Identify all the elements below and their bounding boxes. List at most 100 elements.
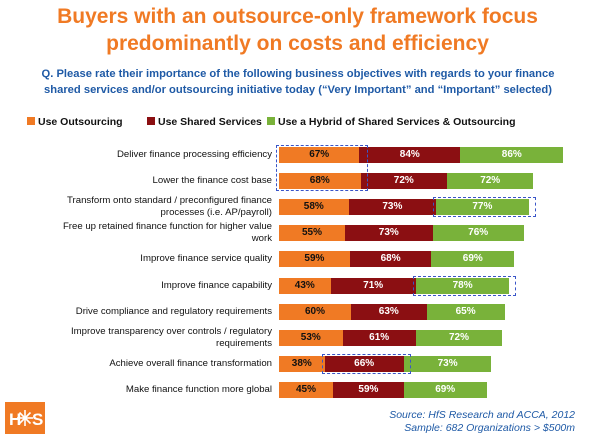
legend-swatch (27, 117, 35, 125)
bar-segment-use-outsourcing: 58% (279, 198, 349, 215)
bar-segment-use-outsourcing: 45% (279, 382, 333, 399)
bar-segment-use-shared-services: 59% (333, 382, 404, 399)
category-label-line: Improve transparency over controls / reg… (70, 325, 272, 337)
bar-segment-use-outsourcing: 38% (279, 356, 325, 373)
data-label: 73% (378, 227, 399, 239)
category-label: Improve finance service quality (2, 253, 272, 265)
data-label: 38% (291, 358, 312, 370)
category-label-line: Transform onto standard / preconfigured … (67, 194, 272, 206)
bar-segment-use-outsourcing: 55% (279, 225, 345, 242)
category-label-line: Deliver finance processing efficiency (117, 148, 272, 160)
starburst-icon (17, 410, 33, 426)
category-label-line: Improve finance service quality (140, 253, 272, 265)
logo-letter-h: H (9, 410, 21, 429)
category-label-line: processes (i.e. AP/payroll) (160, 206, 272, 218)
bar-segment-use-outsourcing: 60% (279, 303, 351, 320)
highlight-box (276, 144, 368, 191)
bar-segment-use-shared-services: 72% (360, 172, 447, 189)
highlight-box (433, 196, 536, 217)
bar-segment-use-shared-services: 84% (359, 146, 461, 163)
data-label: 73% (437, 358, 458, 370)
data-label: 60% (304, 305, 325, 317)
source-line-1: Source: HfS Research and ACCA, 2012 (389, 409, 575, 421)
data-label: 68% (309, 174, 330, 186)
title-line-1: Buyers with an outsource-only framework … (57, 5, 538, 28)
data-label: 84% (399, 148, 420, 160)
bar-segment-use-shared-services: 71% (330, 277, 416, 294)
data-label: 66% (354, 358, 375, 370)
category-label-line: Lower the finance cost base (152, 174, 272, 186)
data-label: 55% (301, 227, 322, 239)
chart-legend: Use Outsourcing Use Shared Services Use a … (27, 116, 587, 130)
legend-label: Use a Hybrid of Shared Services & Outsou… (278, 116, 516, 128)
data-label: 45% (295, 384, 316, 396)
source-line-2: Sample: 682 Organizations > $500m (404, 422, 575, 434)
category-label: Achieve overall finance transformation (2, 358, 272, 370)
category-label: Transform onto standard / preconfigured … (2, 195, 272, 219)
bar-segment-use-shared-services: 73% (345, 225, 433, 242)
bar-segment-use-a-hybrid-of-shared-services-outsourcing: 65% (426, 303, 505, 320)
data-label: 71% (363, 279, 384, 291)
legend-swatch (267, 117, 275, 125)
highlight-box (321, 354, 411, 375)
chart-title: Buyers with an outsource-only framework … (0, 3, 595, 57)
category-label-line: requirements (216, 337, 272, 349)
legend-item-use-shared-services: Use Shared Services (147, 116, 262, 128)
bar-segment-use-outsourcing: 43% (279, 277, 331, 294)
bar-segment-use-outsourcing: 53% (279, 329, 343, 346)
category-label-line: Achieve overall finance transformation (109, 358, 272, 370)
data-label: 58% (303, 200, 324, 212)
data-label: 63% (378, 305, 399, 317)
category-label-line: Improve finance capability (161, 279, 272, 291)
data-label: 72% (393, 174, 414, 186)
bar-segment-use-a-hybrid-of-shared-services-outsourcing: 72% (415, 329, 503, 346)
bar-segment-use-shared-services: 61% (342, 329, 416, 346)
data-label: 76% (468, 227, 489, 239)
category-label: Improve finance capability (2, 280, 272, 292)
legend-label: Use Outsourcing (38, 116, 123, 128)
category-label: Deliver finance processing efficiency (2, 149, 272, 161)
data-label: 78% (452, 279, 473, 291)
category-label: Drive compliance and regulatory requirem… (2, 306, 272, 318)
data-label: 68% (380, 253, 401, 265)
data-label: 53% (300, 331, 321, 343)
data-label: 72% (480, 174, 501, 186)
data-label: 69% (435, 384, 456, 396)
data-label: 43% (294, 279, 315, 291)
data-label: 61% (369, 331, 390, 343)
category-label-line: Free up retained finance function for hi… (62, 221, 272, 233)
category-label: Lower the finance cost base (2, 175, 272, 187)
bar-segment-use-a-hybrid-of-shared-services-outsourcing: 78% (415, 277, 510, 294)
hfs-logo: H S (5, 402, 45, 434)
question-line-1: Q. Please rate their importance of the f… (41, 68, 555, 80)
data-label: 86% (501, 148, 522, 160)
data-label: 65% (455, 305, 476, 317)
data-label: 69% (462, 253, 483, 265)
bar-segment-use-outsourcing: 59% (279, 251, 350, 268)
legend-label: Use Shared Services (158, 116, 262, 128)
data-label: 73% (382, 200, 403, 212)
data-label: 67% (309, 148, 330, 160)
bar-segment-use-shared-services: 66% (324, 356, 404, 373)
legend-item-use-a-hybrid-of-shared-services-outsourcing: Use a Hybrid of Shared Services & Outsou… (267, 116, 516, 128)
data-label: 59% (358, 384, 379, 396)
bar-segment-use-a-hybrid-of-shared-services-outsourcing: 72% (447, 172, 534, 189)
category-label-line: work (251, 233, 272, 245)
category-label-line: Make finance function more global (125, 384, 272, 396)
source-note: Source: HfS Research and ACCA, 2012 Samp… (389, 409, 575, 435)
data-label: 72% (448, 331, 469, 343)
bar-segment-use-shared-services: 63% (351, 303, 427, 320)
bar-segment-use-a-hybrid-of-shared-services-outsourcing: 77% (436, 198, 529, 215)
legend-swatch (147, 117, 155, 125)
bar-segment-use-a-hybrid-of-shared-services-outsourcing: 69% (431, 251, 515, 268)
category-label: Improve transparency over controls / reg… (2, 326, 272, 350)
bar-segment-use-shared-services: 68% (349, 251, 432, 268)
legend-item-use-outsourcing: Use Outsourcing (27, 116, 123, 128)
question-text: Q. Please rate their importance of the f… (8, 66, 588, 98)
bar-segment-use-a-hybrid-of-shared-services-outsourcing: 76% (432, 225, 524, 242)
bar-segment-use-outsourcing: 67% (279, 146, 360, 163)
title-line-2: predominantly on costs and efficiency (106, 32, 489, 55)
category-label: Make finance function more global (2, 384, 272, 396)
category-label-line: Drive compliance and regulatory requirem… (75, 305, 272, 317)
bar-segment-use-a-hybrid-of-shared-services-outsourcing: 69% (403, 382, 487, 399)
